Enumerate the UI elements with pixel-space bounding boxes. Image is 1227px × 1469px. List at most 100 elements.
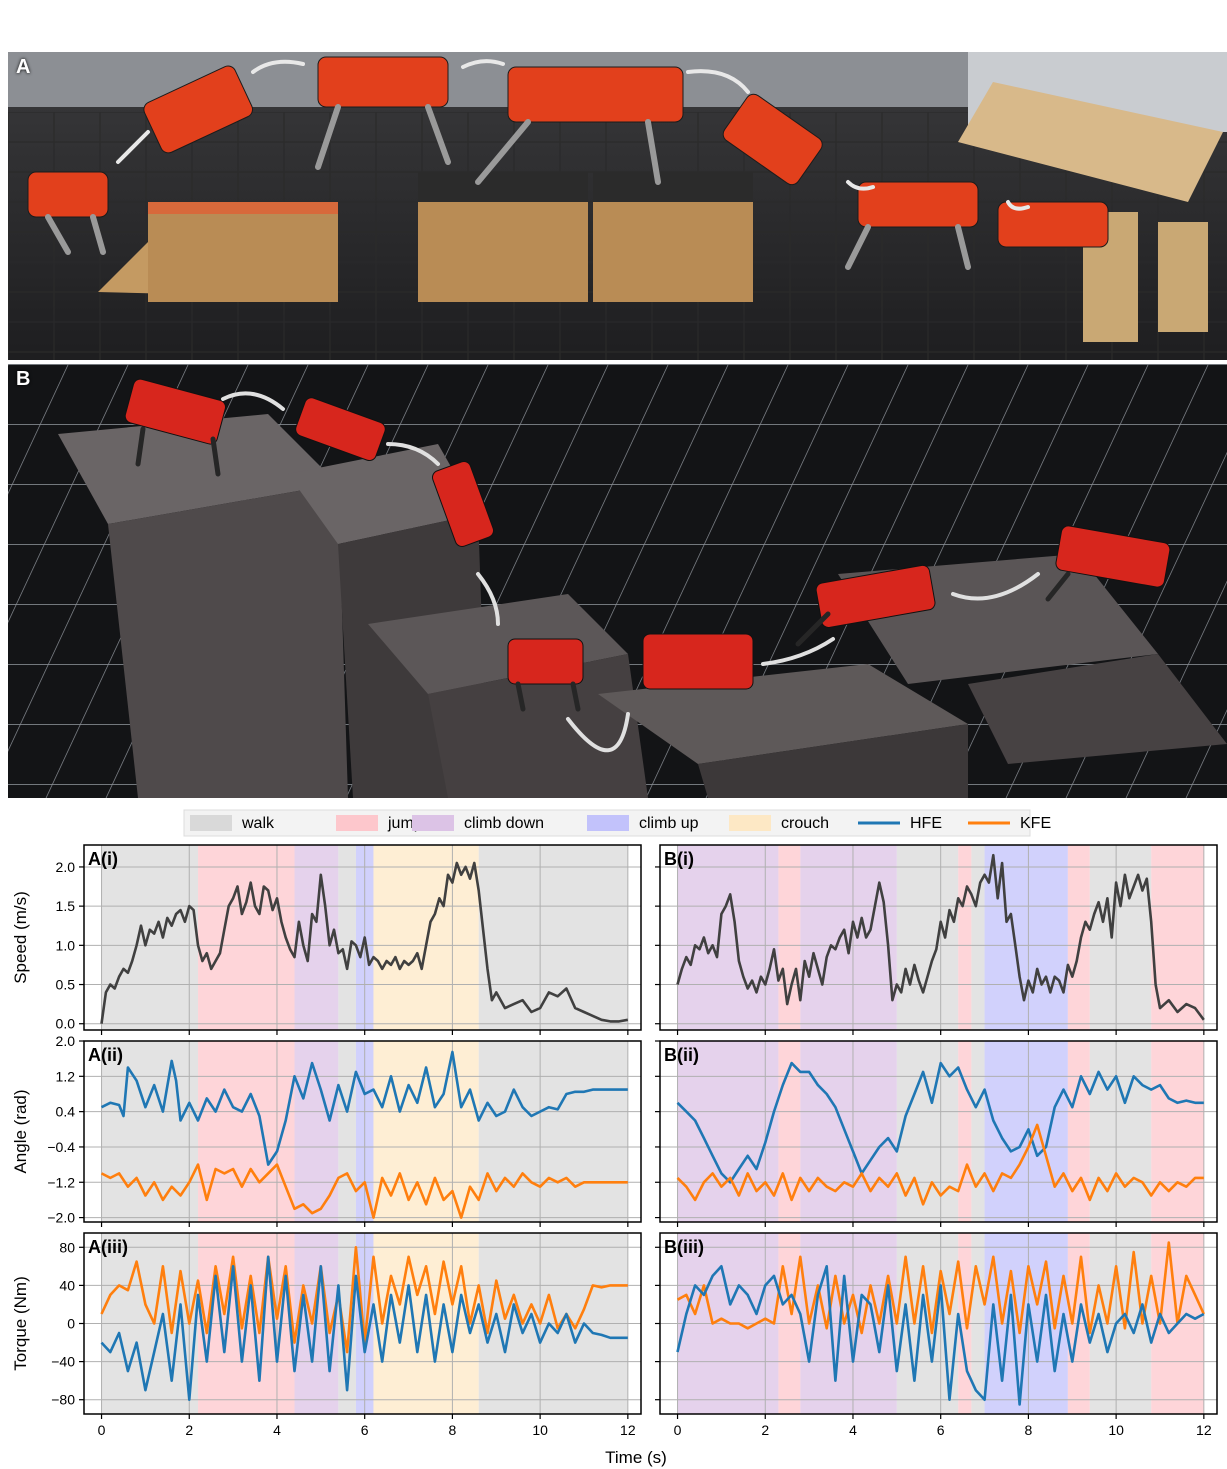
y-tick-label: 80 bbox=[59, 1239, 75, 1255]
axes-frame bbox=[83, 1040, 642, 1223]
axes-frame bbox=[83, 844, 642, 1031]
x-tick-label: 10 bbox=[532, 1422, 548, 1438]
y-tick-label: −80 bbox=[51, 1392, 75, 1408]
plot-panels: A(i) 0.0 0.5 1.0 1.5 2.0 Speed (m/s) B(i) A(ii) −… bbox=[11, 844, 1218, 1438]
phase-jump bbox=[778, 845, 801, 1030]
series-HFE bbox=[100, 1050, 628, 1166]
series-KFE bbox=[100, 1163, 628, 1219]
series-HFE bbox=[676, 1061, 1204, 1184]
legend: walk jump climb down climb up crouch HFE KFE bbox=[183, 809, 1051, 837]
series-KFE bbox=[676, 1241, 1205, 1335]
panel-Ai: A(i) 0.0 0.5 1.0 1.5 2.0 Speed (m/s) bbox=[11, 844, 642, 1035]
y-tick-label: −0.4 bbox=[47, 1139, 75, 1155]
y-tick-label: −40 bbox=[51, 1354, 75, 1370]
y-tick-label: 0.5 bbox=[56, 977, 76, 993]
y-tick-label: 1.0 bbox=[56, 937, 76, 953]
panel-label: B(i) bbox=[664, 849, 694, 869]
phase-walk bbox=[1089, 1041, 1152, 1222]
x-tick-label: 10 bbox=[1108, 1422, 1124, 1438]
y-tick-label: 0 bbox=[67, 1316, 75, 1332]
legend-label-KFE: KFE bbox=[1020, 815, 1051, 832]
panel-label: A(iii) bbox=[88, 1237, 128, 1257]
y-tick-label: 1.5 bbox=[56, 898, 76, 914]
phase-climb-down bbox=[677, 845, 779, 1030]
y-tick-label: 1.2 bbox=[56, 1068, 76, 1084]
series-KFE bbox=[676, 1123, 1204, 1206]
joint-plots: walk jump climb down climb up crouch HFE KFE A… bbox=[11, 809, 1218, 1467]
x-tick-label: 2 bbox=[185, 1422, 193, 1438]
y-tick-label: 40 bbox=[59, 1277, 75, 1293]
hardware-photo-scene bbox=[8, 52, 1227, 360]
y-tick-label: −1.2 bbox=[47, 1174, 75, 1190]
series-HFE bbox=[676, 1265, 1205, 1406]
panel-Aiii: A(iii) 0 2 4 6 8 10 12 −80 −40 0 40 80 Torque (Nm) bbox=[11, 1232, 642, 1438]
legend-label-walk: walk bbox=[241, 815, 275, 832]
phase-walk bbox=[896, 845, 959, 1030]
legend-swatch-jump bbox=[336, 815, 378, 831]
hardware-photo: A bbox=[8, 52, 1227, 360]
phase-jump bbox=[958, 845, 972, 1030]
phase-jump bbox=[1151, 1041, 1204, 1222]
x-axis-label: Time (s) bbox=[605, 1448, 667, 1467]
y-axis-label: Torque (Nm) bbox=[11, 1276, 30, 1370]
legend-label-HFE: HFE bbox=[910, 815, 942, 832]
phase-climb-down bbox=[800, 1041, 897, 1222]
y-tick-label: 2.0 bbox=[56, 859, 76, 875]
x-tick-label: 8 bbox=[1025, 1422, 1033, 1438]
phase-jump bbox=[958, 1041, 972, 1222]
panel-Bii: B(ii) bbox=[655, 1040, 1218, 1227]
phase-walk bbox=[478, 845, 628, 1030]
photo-b-letter: B bbox=[16, 368, 31, 390]
y-axis-label: Angle (rad) bbox=[11, 1089, 30, 1173]
panel-Biii: B(iii) 0 2 4 6 8 10 12 bbox=[655, 1232, 1218, 1438]
panel-Bi: B(i) bbox=[655, 844, 1218, 1035]
legend-swatch-crouch bbox=[729, 815, 771, 831]
y-tick-label: 2.0 bbox=[56, 1033, 76, 1049]
phase-jump bbox=[1067, 845, 1090, 1030]
photo-a-letter: A bbox=[16, 56, 31, 78]
phase-walk bbox=[478, 1041, 628, 1222]
phase-jump bbox=[1067, 1041, 1090, 1222]
panel-label: A(i) bbox=[88, 849, 118, 869]
y-tick-label: −2.0 bbox=[47, 1210, 75, 1226]
phase-walk bbox=[338, 1041, 356, 1222]
phase-walk bbox=[101, 845, 199, 1030]
phase-climb-down bbox=[800, 845, 897, 1030]
x-tick-label: 12 bbox=[1196, 1422, 1212, 1438]
phase-walk bbox=[1089, 845, 1152, 1030]
phase-walk bbox=[101, 1041, 199, 1222]
simulation-render: B bbox=[8, 364, 1227, 798]
series-speed bbox=[100, 861, 629, 1024]
x-tick-label: 0 bbox=[674, 1422, 682, 1438]
panel-label: A(ii) bbox=[88, 1045, 123, 1065]
x-tick-label: 4 bbox=[273, 1422, 281, 1438]
y-tick-label: 0.0 bbox=[56, 1016, 76, 1032]
panel-label: B(ii) bbox=[664, 1045, 699, 1065]
phase-jump bbox=[1151, 845, 1204, 1030]
x-tick-label: 0 bbox=[98, 1422, 106, 1438]
x-tick-label: 4 bbox=[849, 1422, 857, 1438]
legend-swatch-walk bbox=[190, 815, 232, 831]
x-tick-label: 6 bbox=[937, 1422, 945, 1438]
axes-frame bbox=[659, 844, 1218, 1031]
series-speed bbox=[676, 853, 1205, 1021]
y-tick-label: 0.4 bbox=[56, 1104, 76, 1120]
phase-jump bbox=[198, 1041, 295, 1222]
phase-walk bbox=[338, 845, 356, 1030]
legend-label-crouch: crouch bbox=[781, 815, 829, 832]
x-tick-label: 8 bbox=[449, 1422, 457, 1438]
phase-climb-down bbox=[294, 1041, 339, 1222]
panel-Aii: A(ii) −2.0 −1.2 −0.4 0.4 1.2 2.0 Angle (rad) bbox=[11, 1033, 642, 1227]
x-tick-label: 12 bbox=[620, 1422, 636, 1438]
simulation-render-scene bbox=[8, 364, 1227, 798]
y-axis-label: Speed (m/s) bbox=[11, 891, 30, 984]
legend-swatch-climb-down bbox=[412, 815, 454, 831]
series-HFE bbox=[100, 1255, 628, 1401]
x-tick-label: 6 bbox=[361, 1422, 369, 1438]
legend-label-climb-down: climb down bbox=[464, 815, 544, 832]
axes-frame bbox=[659, 1040, 1218, 1223]
phase-climb-up bbox=[984, 845, 1068, 1030]
panel-label: B(iii) bbox=[664, 1237, 704, 1257]
legend-label-climb-up: climb up bbox=[639, 815, 699, 832]
phase-walk bbox=[971, 1041, 985, 1222]
